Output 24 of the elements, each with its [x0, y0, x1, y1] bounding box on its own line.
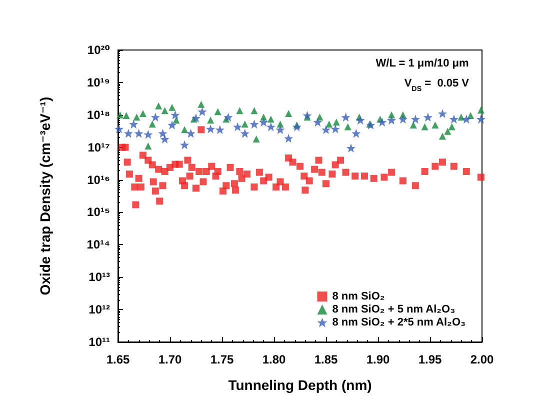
- y-tick-label: 10¹⁵: [87, 205, 110, 220]
- x-axis-title: Tunneling Depth (nm): [228, 377, 372, 394]
- y-tick-label: 10¹¹: [88, 335, 110, 349]
- x-tick-label: 1.90: [366, 352, 390, 367]
- y-tick-label: 10¹³: [88, 270, 110, 284]
- y-tick-label: 10¹²: [88, 302, 110, 317]
- legend-label: 8 nm SiO₂ + 2*5 nm Al₂O₃: [332, 316, 466, 328]
- x-tick-label: 1.95: [418, 352, 442, 367]
- x-tick-label: 1.65: [106, 352, 130, 367]
- x-tick-label: 1.70: [158, 352, 182, 367]
- x-tick-label: 1.85: [314, 352, 338, 367]
- y-tick-label: 10¹⁹: [86, 75, 110, 90]
- annotation: W/L = 1 μm/10 μm: [376, 58, 470, 70]
- y-tick-label: 10¹⁷: [88, 140, 110, 154]
- x-tick-label: 1.75: [210, 352, 234, 367]
- y-tick-label: 10¹⁶: [87, 172, 110, 187]
- x-tick-label: 2.00: [470, 352, 494, 367]
- legend-label: 8 nm SiO₂ + 5 nm Al₂O₃: [332, 304, 456, 316]
- y-tick-label: 10²⁰: [87, 43, 110, 57]
- y-axis-title: Oxide trap Density (cm⁻³eV⁻¹): [36, 96, 53, 296]
- x-tick-label: 1.80: [262, 352, 286, 367]
- y-tick-label: 10¹⁴: [86, 238, 110, 252]
- y-tick-label: 10¹⁸: [86, 108, 110, 122]
- legend-label: 8 nm SiO₂: [332, 290, 385, 302]
